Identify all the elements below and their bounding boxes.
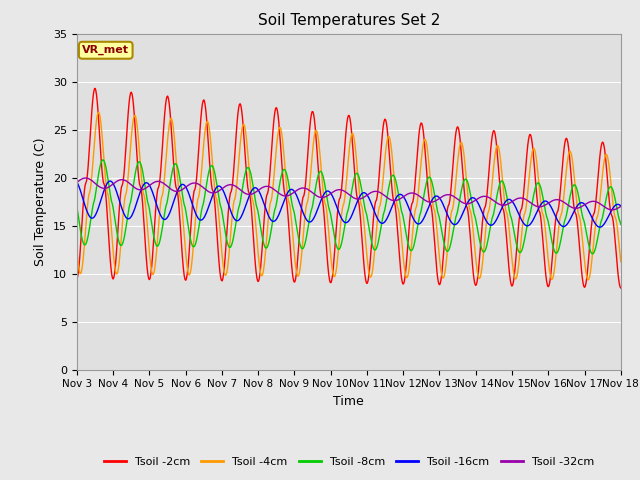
Title: Soil Temperatures Set 2: Soil Temperatures Set 2: [258, 13, 440, 28]
Tsoil -2cm: [431, 251, 439, 257]
Tsoil -2cm: [223, 222, 231, 228]
Tsoil -16cm: [195, 216, 202, 222]
Tsoil -16cm: [617, 203, 625, 209]
Legend: Tsoil -2cm, Tsoil -4cm, Tsoil -8cm, Tsoil -16cm, Tsoil -32cm: Tsoil -2cm, Tsoil -4cm, Tsoil -8cm, Tsoi…: [99, 453, 598, 471]
X-axis label: Time: Time: [333, 395, 364, 408]
Tsoil -2cm: [416, 127, 424, 132]
Tsoil -8cm: [617, 222, 625, 228]
Tsoil -8cm: [416, 213, 424, 219]
Tsoil -32cm: [140, 186, 147, 192]
Tsoil -16cm: [83, 207, 90, 213]
Tsoil -16cm: [416, 221, 424, 227]
Tsoil -8cm: [195, 226, 202, 231]
Tsoil -32cm: [416, 193, 424, 199]
Tsoil -16cm: [596, 224, 604, 230]
Tsoil -16cm: [106, 178, 114, 184]
Tsoil -8cm: [140, 173, 147, 179]
Line: Tsoil -2cm: Tsoil -2cm: [77, 88, 621, 288]
Tsoil -32cm: [609, 207, 616, 213]
Tsoil -4cm: [617, 259, 625, 264]
Tsoil -16cm: [73, 179, 81, 185]
Tsoil -4cm: [584, 277, 592, 283]
Tsoil -4cm: [95, 109, 102, 115]
Tsoil -4cm: [416, 177, 424, 182]
Tsoil -2cm: [91, 85, 99, 91]
Tsoil -32cm: [73, 180, 81, 185]
Tsoil -2cm: [140, 211, 147, 217]
Tsoil -16cm: [223, 199, 231, 204]
Tsoil -32cm: [84, 175, 92, 181]
Tsoil -2cm: [195, 148, 202, 154]
Tsoil -4cm: [83, 213, 90, 219]
Y-axis label: Soil Temperature (C): Soil Temperature (C): [35, 137, 47, 266]
Tsoil -4cm: [140, 191, 147, 197]
Tsoil -8cm: [99, 157, 106, 163]
Line: Tsoil -4cm: Tsoil -4cm: [77, 112, 621, 280]
Line: Tsoil -32cm: Tsoil -32cm: [77, 178, 621, 210]
Tsoil -16cm: [140, 182, 147, 188]
Tsoil -32cm: [617, 204, 625, 209]
Tsoil -32cm: [82, 175, 90, 181]
Tsoil -8cm: [83, 239, 90, 245]
Tsoil -2cm: [617, 285, 625, 291]
Line: Tsoil -8cm: Tsoil -8cm: [77, 160, 621, 254]
Tsoil -8cm: [73, 204, 81, 209]
Line: Tsoil -16cm: Tsoil -16cm: [77, 181, 621, 227]
Tsoil -32cm: [195, 181, 202, 187]
Tsoil -8cm: [223, 240, 231, 245]
Tsoil -4cm: [223, 266, 231, 272]
Tsoil -4cm: [431, 213, 439, 218]
Tsoil -8cm: [431, 197, 439, 203]
Text: VR_met: VR_met: [82, 45, 129, 55]
Tsoil -8cm: [589, 251, 596, 257]
Tsoil -2cm: [83, 178, 90, 183]
Tsoil -32cm: [431, 198, 439, 204]
Tsoil -4cm: [73, 246, 81, 252]
Tsoil -4cm: [195, 194, 202, 200]
Tsoil -16cm: [431, 193, 439, 199]
Tsoil -2cm: [73, 276, 81, 281]
Tsoil -32cm: [223, 182, 231, 188]
